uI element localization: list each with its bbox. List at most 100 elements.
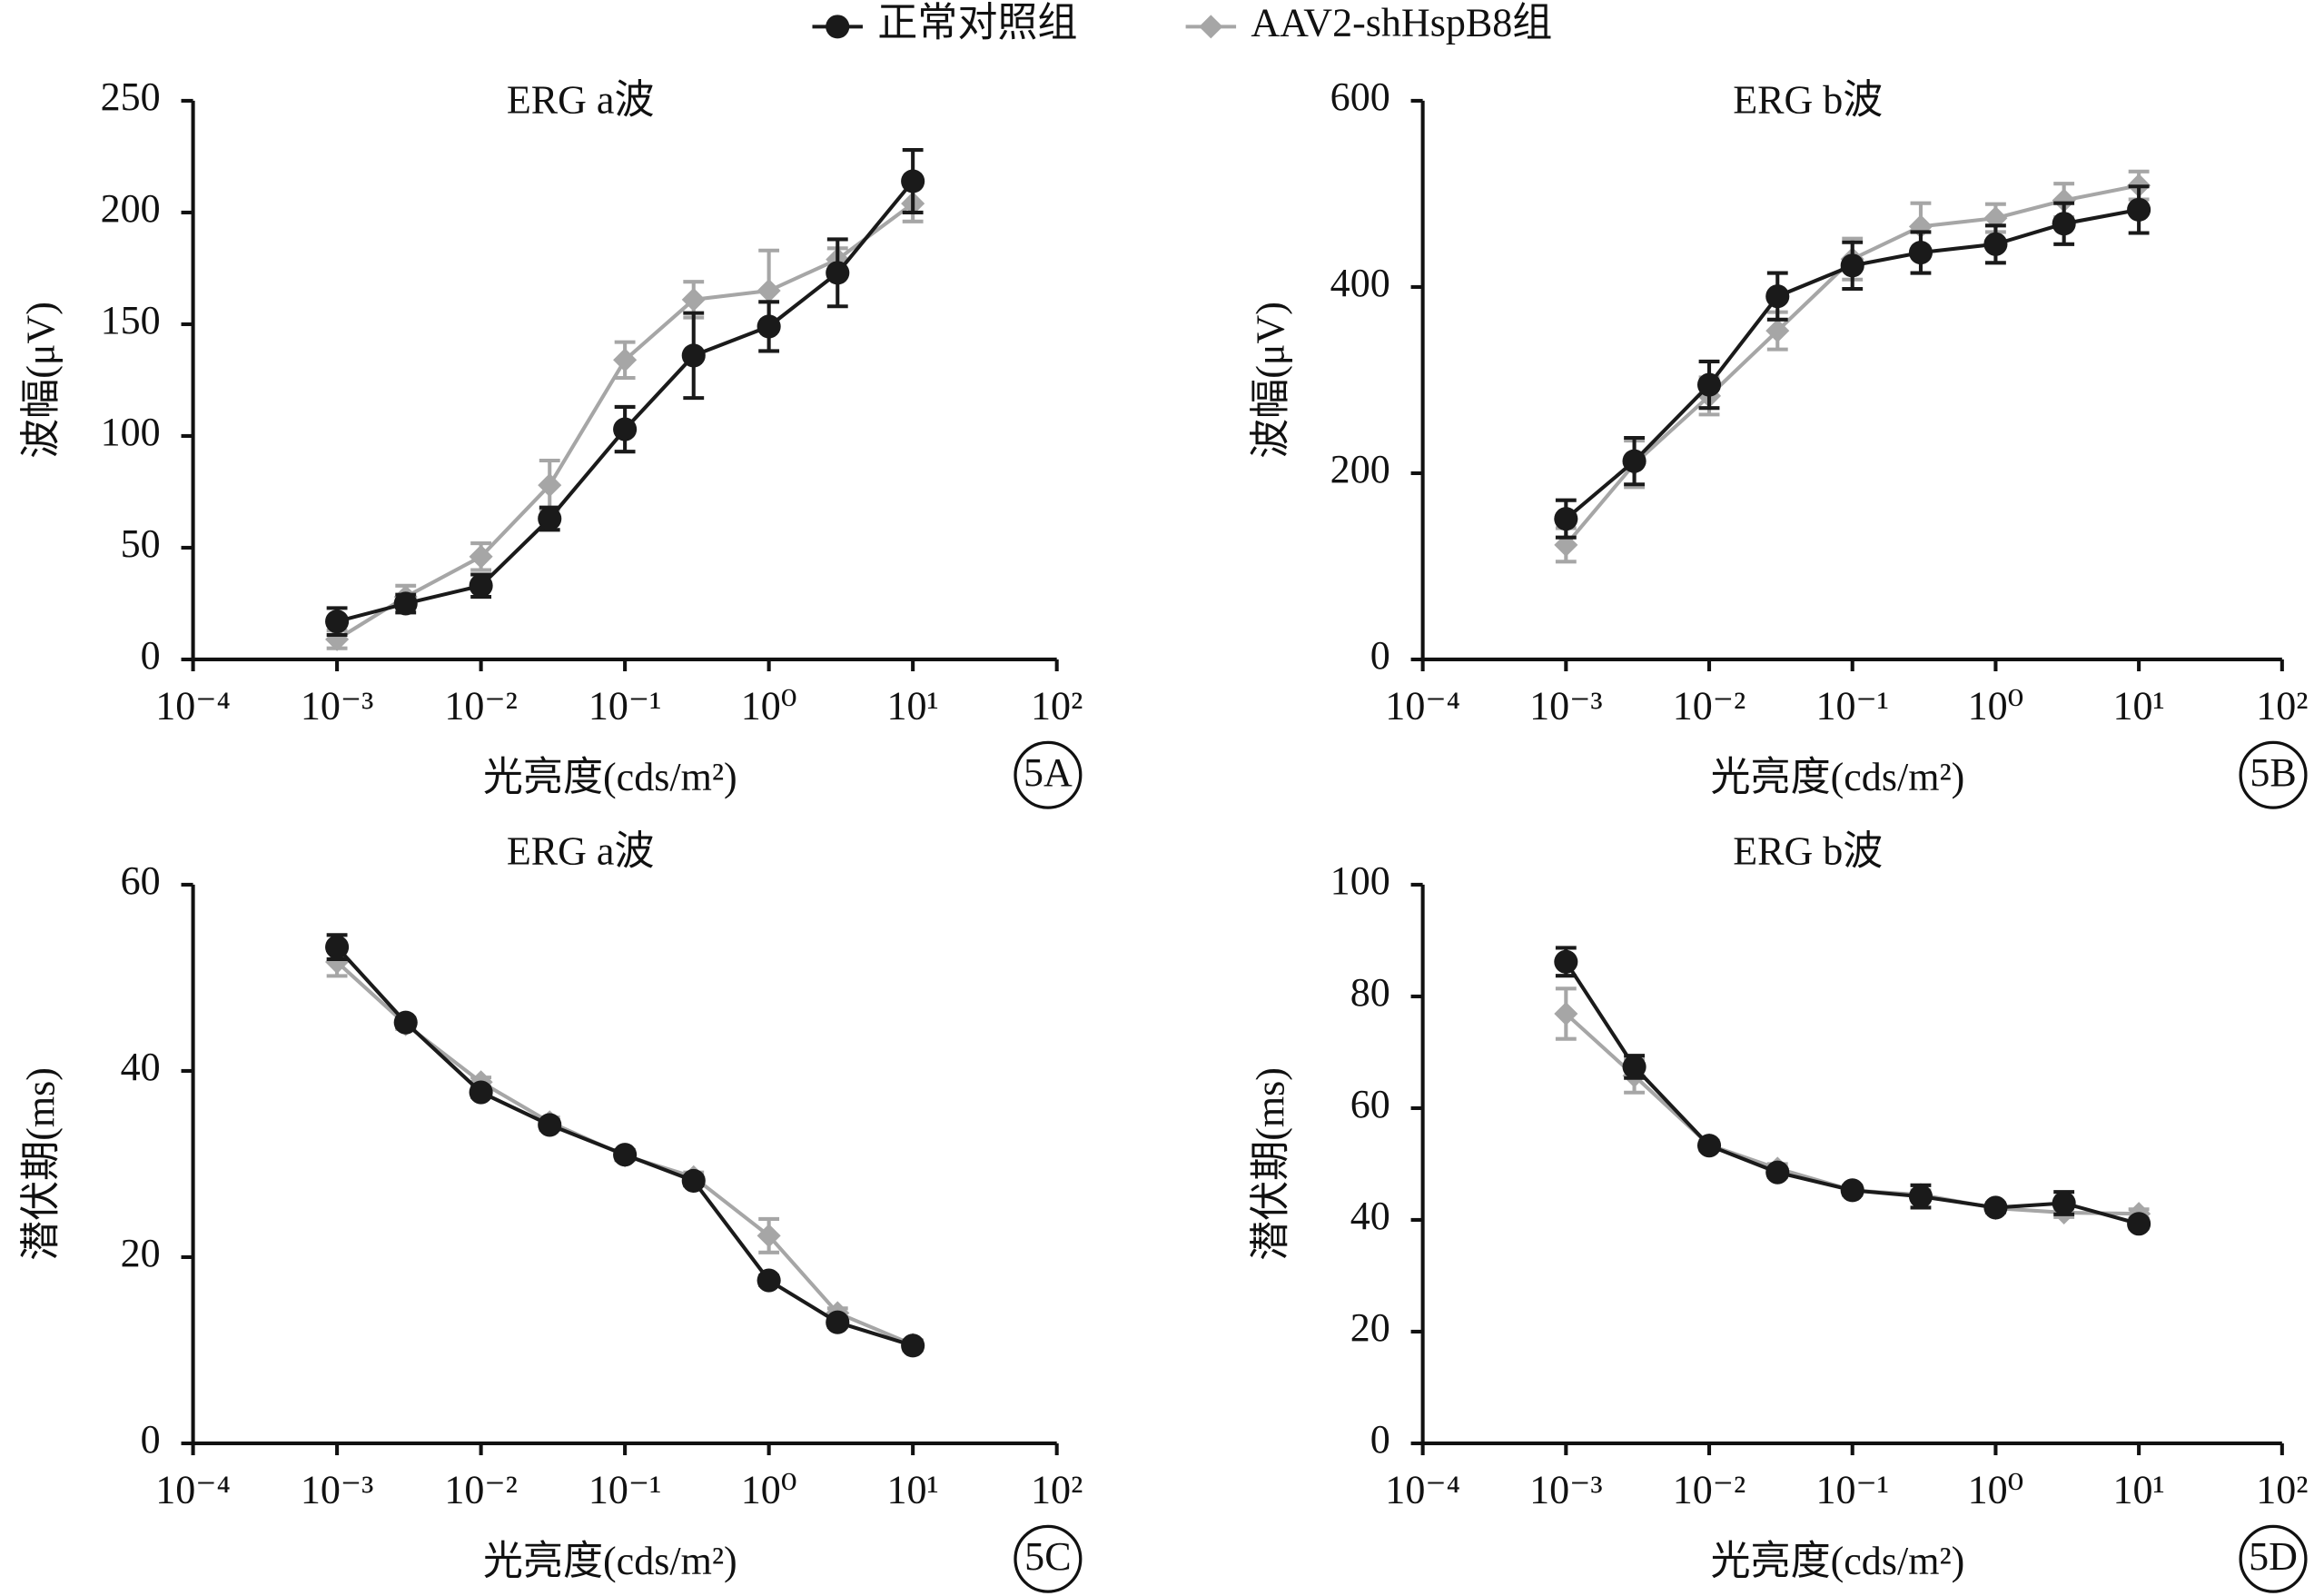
chart-title: ERG b波 — [1733, 77, 1883, 122]
x-tick-label: 10⁻³ — [301, 684, 373, 729]
data-point — [1765, 284, 1790, 309]
x-tick-label: 10⁻¹ — [588, 684, 661, 729]
data-point — [681, 287, 706, 312]
x-tick-label: 10⁻¹ — [1815, 684, 1888, 729]
y-tick-label: 60 — [121, 858, 161, 903]
panel: 0 50 100 150 200 250 10⁻⁴ 10⁻³ 10⁻² 10⁻¹ 10⁰ 10¹ 10²… — [19, 74, 1083, 809]
data-point — [2127, 1212, 2151, 1236]
y-tick-label: 40 — [121, 1045, 161, 1089]
x-tick-label: 10⁻⁴ — [155, 684, 231, 729]
x-tick-label: 10¹ — [887, 1468, 939, 1512]
data-point — [1983, 1195, 2008, 1220]
panel-label-ring — [2239, 1524, 2308, 1593]
data-point — [757, 314, 781, 339]
data-point — [325, 935, 350, 959]
x-tick-label: 10⁻² — [1673, 1468, 1745, 1512]
y-tick-label: 200 — [1330, 447, 1390, 491]
data-point — [1840, 253, 1864, 278]
data-point — [2052, 212, 2076, 236]
y-tick-label: 40 — [1350, 1194, 1390, 1238]
data-point — [901, 1333, 925, 1358]
y-axis-label: 潜伏期(ms) — [1249, 1067, 1293, 1261]
data-point — [1765, 319, 1790, 343]
data-point — [613, 1143, 638, 1167]
y-axis-label: 潜伏期(ms) — [19, 1067, 64, 1261]
y-axis-label: 波幅(μV) — [1249, 302, 1293, 459]
legend-label: 正常对照组 — [877, 0, 1077, 45]
panel: 0 200 400 600 10⁻⁴ 10⁻³ 10⁻² 10⁻¹ 10⁰ 10¹ 10² ERG b… — [1249, 74, 2308, 809]
data-point — [1554, 1001, 1578, 1026]
data-point — [538, 1113, 562, 1137]
data-point — [469, 573, 493, 598]
y-tick-label: 60 — [1350, 1082, 1390, 1126]
y-tick-label: 20 — [121, 1231, 161, 1275]
x-tick-label: 10⁻⁴ — [155, 1468, 231, 1512]
x-tick-label: 10⁰ — [1968, 1468, 2024, 1512]
y-tick-label: 200 — [101, 186, 161, 231]
y-tick-label: 80 — [1350, 970, 1390, 1015]
x-axis-label: 光亮度(cds/m²) — [483, 755, 737, 799]
x-tick-label: 10⁰ — [741, 684, 797, 729]
chart-title: ERG a波 — [507, 828, 655, 873]
data-point — [1908, 240, 1933, 265]
chart-title: ERG a波 — [507, 77, 655, 122]
x-axis-label: 光亮度(cds/m²) — [1711, 1539, 1965, 1583]
y-tick-label: 400 — [1330, 261, 1390, 305]
x-tick-label: 10¹ — [2113, 1468, 2165, 1512]
panel-label-ring — [1014, 740, 1083, 809]
data-point — [1840, 1178, 1864, 1203]
data-point — [826, 1310, 850, 1334]
legend-marker — [826, 15, 850, 39]
y-tick-label: 50 — [121, 521, 161, 566]
y-tick-label: 600 — [1330, 74, 1390, 119]
y-axis-label: 波幅(μV) — [19, 302, 64, 459]
panel-label-ring — [1014, 1524, 1083, 1593]
y-tick-label: 100 — [101, 410, 161, 454]
data-point — [325, 610, 350, 634]
x-tick-label: 10² — [1031, 684, 1083, 729]
panel: 0 20 40 60 80 100 10⁻⁴ 10⁻³ 10⁻² 10⁻¹ 10⁰ 10¹ 10² ERG… — [1249, 828, 2308, 1593]
data-point — [901, 169, 925, 193]
panel-label: 5C — [1024, 1534, 1071, 1579]
legend-marker — [1199, 15, 1223, 39]
x-tick-label: 10⁻¹ — [1815, 1468, 1888, 1512]
data-point — [1622, 449, 1647, 473]
y-tick-label: 0 — [1370, 633, 1390, 678]
data-point — [681, 343, 706, 368]
data-point — [613, 417, 638, 441]
y-tick-label: 150 — [101, 298, 161, 342]
data-point — [538, 506, 562, 531]
series-line — [336, 180, 915, 624]
x-tick-label: 10⁻² — [1673, 684, 1745, 729]
y-tick-label: 0 — [141, 633, 161, 678]
data-point — [757, 1268, 781, 1293]
data-point — [1908, 1185, 1933, 1209]
data-point — [538, 473, 562, 498]
x-tick-label: 10⁻² — [444, 1468, 517, 1512]
data-point — [1554, 507, 1578, 531]
data-point — [681, 1168, 706, 1193]
panel-label-ring — [2239, 740, 2308, 809]
data-point — [2052, 1191, 2076, 1215]
y-tick-label: 250 — [101, 74, 161, 119]
x-tick-label: 10² — [2256, 684, 2308, 729]
x-tick-label: 10² — [1031, 1468, 1083, 1512]
x-tick-label: 10⁻¹ — [588, 1468, 661, 1512]
y-tick-label: 20 — [1350, 1305, 1390, 1350]
x-tick-label: 10⁰ — [741, 1468, 797, 1512]
data-point — [1554, 949, 1578, 974]
y-tick-label: 0 — [141, 1417, 161, 1462]
data-point — [1983, 232, 2008, 256]
data-point — [757, 278, 781, 303]
data-point — [826, 261, 850, 285]
data-point — [1622, 1055, 1647, 1079]
panel: 0 20 40 60 10⁻⁴ 10⁻³ 10⁻² 10⁻¹ 10⁰ 10¹ 10² ERG a波光亮… — [19, 828, 1083, 1593]
data-point — [1696, 372, 1722, 397]
panel-label: 5D — [2249, 1534, 2298, 1579]
x-tick-label: 10² — [2256, 1468, 2308, 1512]
data-point — [613, 348, 638, 372]
x-axis-label: 光亮度(cds/m²) — [1711, 755, 1965, 799]
x-tick-label: 10¹ — [887, 684, 939, 729]
data-point — [393, 1010, 418, 1035]
